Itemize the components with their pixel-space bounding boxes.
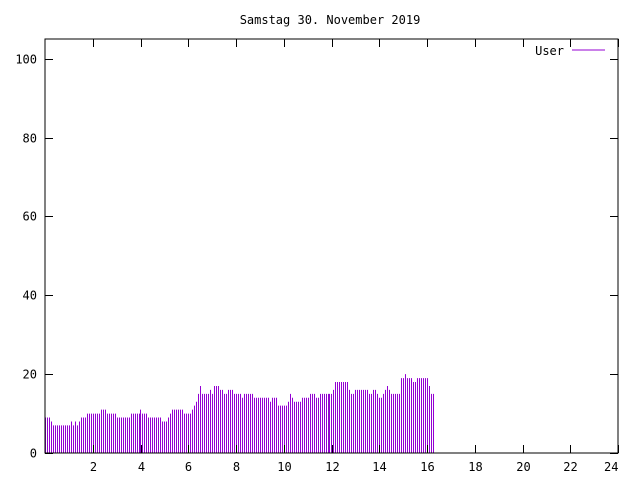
x-tick-label: 20 [516, 460, 530, 474]
x-tick-label: 18 [468, 460, 482, 474]
x-tick-label: 24 [604, 460, 618, 474]
x-tick-label: 14 [372, 460, 386, 474]
x-tick-label: 4 [138, 460, 145, 474]
y-tick-label: 100 [15, 53, 37, 67]
legend: User [535, 44, 605, 58]
y-tick-label: 40 [23, 289, 37, 303]
plot-frame [44, 38, 619, 454]
bar-group [45, 374, 434, 453]
x-tick-label: 22 [563, 460, 577, 474]
x-tick-label: 6 [185, 460, 192, 474]
x-tick-label: 12 [325, 460, 339, 474]
y-tick-label: 80 [23, 132, 37, 146]
chart-title: Samstag 30. November 2019 [240, 13, 421, 27]
y-tick-label: 0 [30, 447, 37, 461]
x-tick-label: 2 [90, 460, 97, 474]
x-axis: 2 4 6 8 10 12 14 16 18 20 22 24 [90, 39, 619, 474]
x-tick-label: 10 [277, 460, 291, 474]
x-tick-label: 16 [420, 460, 434, 474]
y-tick-label: 20 [23, 368, 37, 382]
x-tick-label: 8 [233, 460, 240, 474]
legend-label: User [535, 44, 564, 58]
y-tick-label: 60 [23, 210, 37, 224]
y-axis: 0 20 40 60 80 100 [15, 53, 618, 461]
